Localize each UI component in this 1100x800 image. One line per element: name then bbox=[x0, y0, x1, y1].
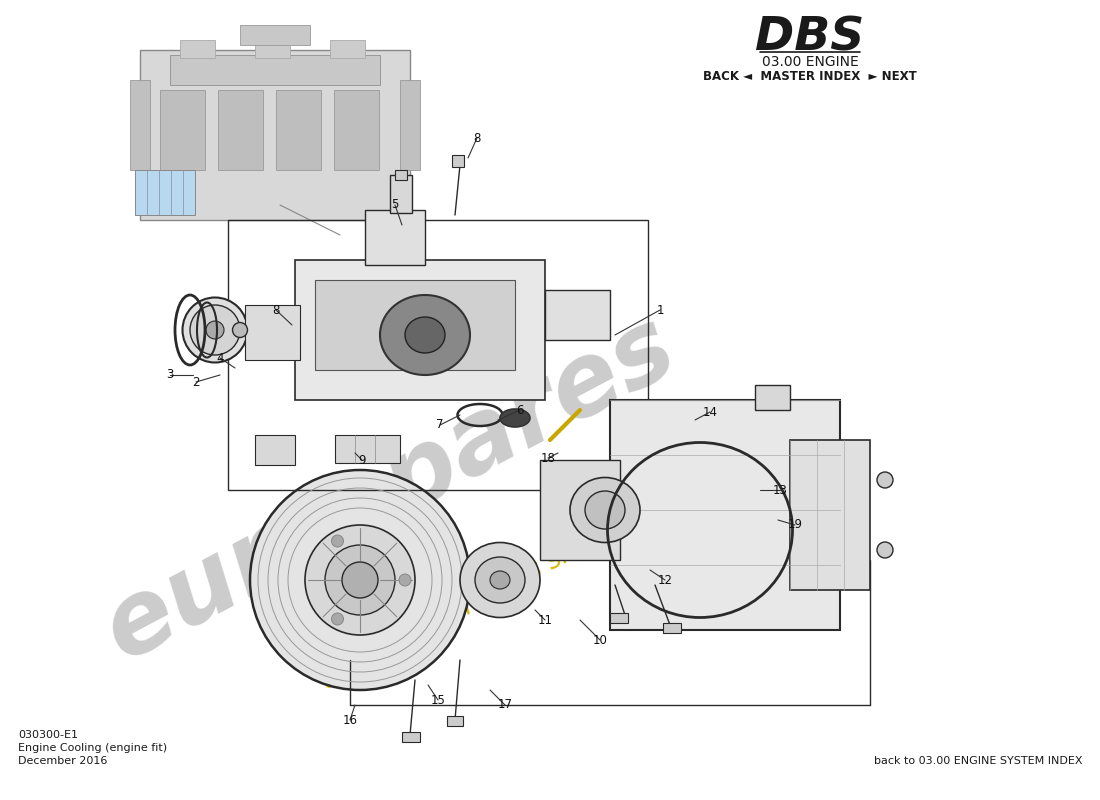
Text: 18: 18 bbox=[540, 451, 556, 465]
Ellipse shape bbox=[500, 409, 530, 427]
Ellipse shape bbox=[190, 305, 240, 355]
Text: 03.00 ENGINE: 03.00 ENGINE bbox=[761, 55, 858, 69]
Text: 8: 8 bbox=[473, 131, 481, 145]
Bar bbox=[140, 50, 410, 220]
Text: 5: 5 bbox=[392, 198, 398, 211]
Text: BACK ◄  MASTER INDEX  ► NEXT: BACK ◄ MASTER INDEX ► NEXT bbox=[703, 70, 917, 83]
Text: 4: 4 bbox=[217, 351, 223, 365]
Bar bbox=[295, 260, 544, 400]
Bar bbox=[180, 40, 214, 58]
Text: back to 03.00 ENGINE SYSTEM INDEX: back to 03.00 ENGINE SYSTEM INDEX bbox=[873, 756, 1082, 766]
Text: 6: 6 bbox=[516, 403, 524, 417]
Circle shape bbox=[305, 525, 415, 635]
Circle shape bbox=[342, 562, 378, 598]
Bar bbox=[540, 460, 620, 560]
Bar bbox=[544, 290, 610, 340]
Text: 7: 7 bbox=[437, 418, 443, 431]
Text: 030300-E1: 030300-E1 bbox=[18, 730, 78, 740]
Bar bbox=[402, 732, 420, 742]
Bar bbox=[610, 613, 628, 623]
Circle shape bbox=[324, 545, 395, 615]
Ellipse shape bbox=[585, 491, 625, 529]
Bar bbox=[330, 40, 365, 58]
Text: 13: 13 bbox=[772, 483, 788, 497]
Text: 2: 2 bbox=[192, 375, 200, 389]
Ellipse shape bbox=[232, 322, 248, 338]
Text: eurospares: eurospares bbox=[88, 298, 692, 682]
Ellipse shape bbox=[206, 321, 224, 339]
Text: 15: 15 bbox=[430, 694, 446, 706]
Text: 1: 1 bbox=[657, 303, 663, 317]
Bar bbox=[400, 80, 420, 170]
Text: December 2016: December 2016 bbox=[18, 756, 108, 766]
Bar bbox=[276, 90, 321, 170]
Text: 16: 16 bbox=[342, 714, 358, 726]
Bar bbox=[390, 175, 412, 213]
Text: a passion for parts since 1985: a passion for parts since 1985 bbox=[318, 485, 682, 695]
Text: 12: 12 bbox=[658, 574, 672, 586]
Bar bbox=[228, 220, 648, 490]
Text: Engine Cooling (engine fit): Engine Cooling (engine fit) bbox=[18, 743, 167, 753]
Bar bbox=[610, 400, 840, 630]
Bar bbox=[255, 40, 290, 58]
Text: DBS: DBS bbox=[756, 15, 865, 61]
Bar bbox=[130, 80, 150, 170]
Text: 10: 10 bbox=[593, 634, 607, 646]
Ellipse shape bbox=[379, 295, 470, 375]
Circle shape bbox=[331, 613, 343, 625]
Circle shape bbox=[877, 542, 893, 558]
Bar bbox=[755, 385, 790, 410]
Bar bbox=[245, 305, 300, 360]
Text: 14: 14 bbox=[703, 406, 717, 418]
Bar bbox=[240, 25, 310, 45]
Ellipse shape bbox=[460, 542, 540, 618]
Bar bbox=[135, 170, 195, 215]
Ellipse shape bbox=[475, 557, 525, 603]
Bar bbox=[790, 440, 870, 590]
Bar bbox=[365, 210, 425, 265]
Bar bbox=[255, 435, 295, 465]
Text: 11: 11 bbox=[538, 614, 552, 626]
Text: 8: 8 bbox=[273, 303, 279, 317]
Bar bbox=[336, 435, 400, 463]
Bar bbox=[160, 90, 205, 170]
Ellipse shape bbox=[405, 317, 446, 353]
Ellipse shape bbox=[490, 571, 510, 589]
Text: 17: 17 bbox=[497, 698, 513, 711]
Bar bbox=[170, 55, 380, 85]
Circle shape bbox=[877, 472, 893, 488]
Circle shape bbox=[331, 535, 343, 547]
Bar bbox=[663, 623, 681, 633]
Ellipse shape bbox=[183, 298, 248, 362]
Circle shape bbox=[399, 574, 411, 586]
Bar bbox=[447, 716, 463, 726]
Text: 19: 19 bbox=[788, 518, 803, 531]
Bar bbox=[452, 155, 464, 167]
Bar bbox=[218, 90, 263, 170]
Ellipse shape bbox=[570, 478, 640, 542]
Text: 9: 9 bbox=[359, 454, 365, 466]
Text: 3: 3 bbox=[166, 369, 174, 382]
Circle shape bbox=[250, 470, 470, 690]
Bar bbox=[334, 90, 379, 170]
Bar bbox=[315, 280, 515, 370]
Bar bbox=[395, 170, 407, 180]
